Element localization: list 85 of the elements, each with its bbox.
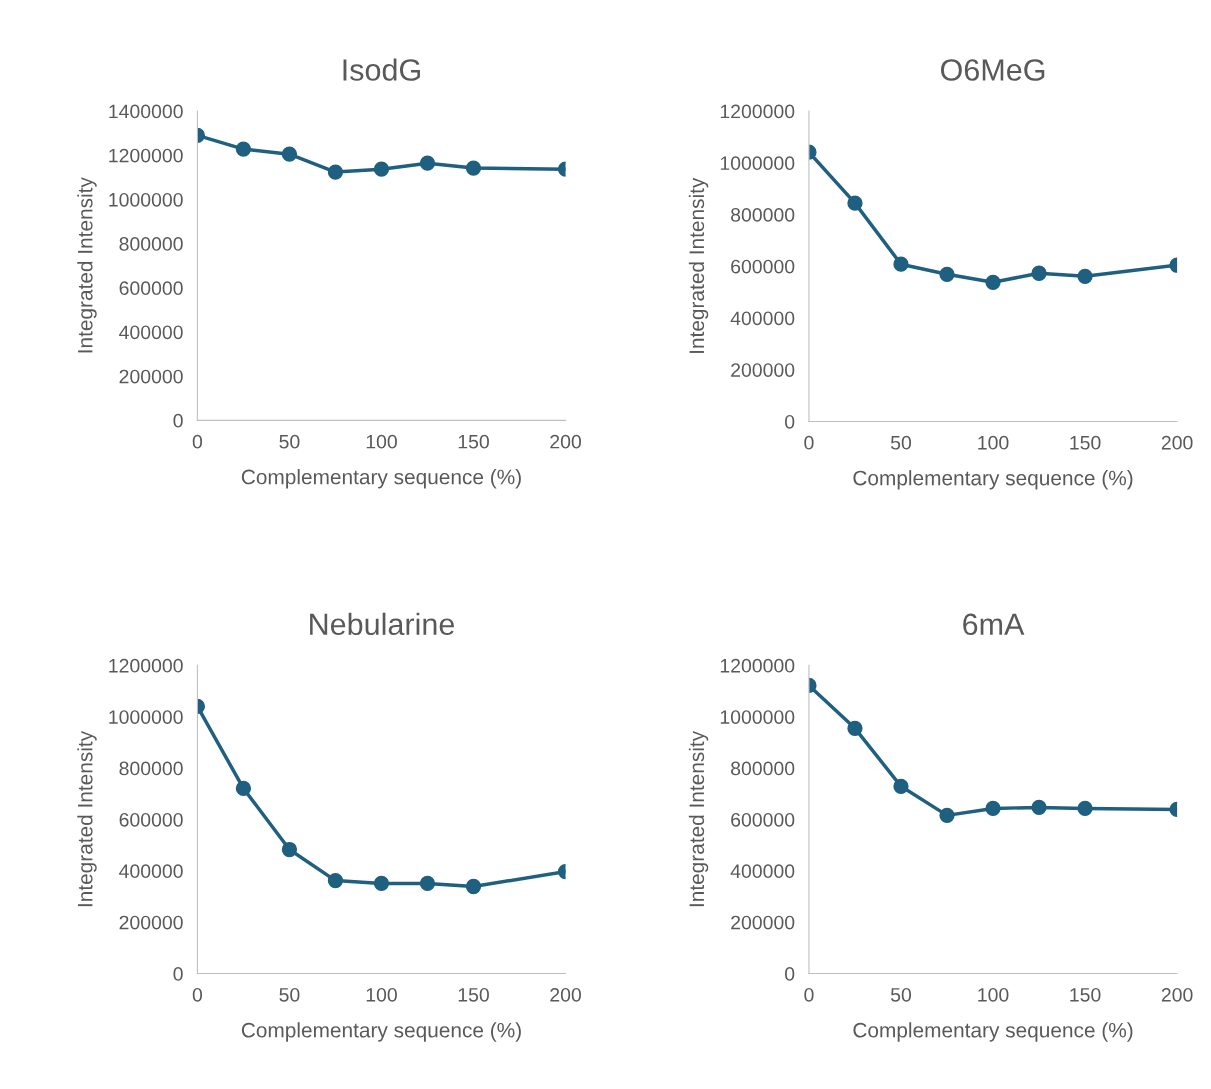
point bbox=[893, 256, 909, 272]
y-tick-label: 400000 bbox=[730, 864, 795, 879]
point bbox=[1031, 799, 1047, 816]
chart-title: Nebularine bbox=[310, 612, 454, 636]
chart-title: O6MeG bbox=[940, 59, 1045, 81]
y-tick-label: 200000 bbox=[119, 369, 183, 384]
y-tick-label: 800000 bbox=[119, 237, 183, 251]
y-tick-label: 0 bbox=[785, 967, 795, 981]
point bbox=[893, 778, 909, 794]
point bbox=[985, 274, 1001, 290]
x-axis-title: Complementary sequence (%) bbox=[853, 1022, 1133, 1042]
point bbox=[939, 266, 955, 282]
y-tick-label: 800000 bbox=[731, 208, 795, 222]
x-axis-title: Complementary sequence (%) bbox=[241, 1022, 521, 1042]
point bbox=[465, 160, 482, 176]
x-tick-label: 150 bbox=[1070, 987, 1101, 1002]
y-tick-label: 600000 bbox=[731, 812, 795, 827]
y-axis-title: Integrated Intensity bbox=[688, 730, 709, 907]
point bbox=[847, 195, 863, 211]
point bbox=[985, 800, 1001, 817]
x-tick-label: 200 bbox=[550, 987, 581, 1002]
y-tick-label: 400000 bbox=[119, 864, 183, 879]
point bbox=[327, 164, 344, 180]
x-tick-label: 0 bbox=[192, 434, 203, 449]
x-tick-label: 50 bbox=[279, 434, 300, 449]
x-tick-label: 100 bbox=[978, 987, 1009, 1002]
x-tick-label: 200 bbox=[550, 434, 581, 449]
y-tick-label: 400000 bbox=[730, 311, 795, 326]
y-tick-label: 1200000 bbox=[109, 148, 183, 163]
x-axis-title: Complementary sequence (%) bbox=[241, 469, 521, 489]
point bbox=[373, 161, 390, 177]
y-tick-label: 200000 bbox=[731, 363, 795, 377]
point bbox=[327, 872, 344, 889]
chart-title: 6mA bbox=[963, 613, 1025, 636]
y-tick-label: 1000000 bbox=[720, 710, 795, 724]
point bbox=[281, 146, 298, 162]
point bbox=[419, 875, 436, 892]
y-tick-label: 1200000 bbox=[720, 658, 795, 673]
x-tick-label: 0 bbox=[804, 435, 814, 450]
point bbox=[419, 155, 436, 171]
y-tick-label: 800000 bbox=[119, 761, 183, 776]
y-tick-label: 600000 bbox=[731, 259, 795, 274]
x-tick-label: 100 bbox=[978, 435, 1009, 450]
y-tick-label: 1000000 bbox=[109, 710, 183, 724]
x-tick-label: 150 bbox=[1070, 435, 1101, 450]
point bbox=[1031, 265, 1047, 281]
y-tick-label: 0 bbox=[173, 967, 183, 981]
point bbox=[1077, 268, 1093, 284]
y-tick-label: 200000 bbox=[119, 915, 183, 930]
point bbox=[373, 875, 390, 892]
y-tick-label: 0 bbox=[173, 413, 183, 428]
x-tick-label: 150 bbox=[458, 434, 489, 449]
x-tick-label: 200 bbox=[1161, 435, 1193, 450]
point bbox=[1077, 800, 1093, 817]
y-tick-label: 600000 bbox=[119, 281, 183, 296]
y-tick-label: 1200000 bbox=[109, 658, 183, 673]
x-tick-label: 100 bbox=[366, 987, 397, 1002]
x-tick-label: 0 bbox=[192, 987, 203, 1002]
y-tick-label: 600000 bbox=[119, 812, 183, 827]
x-tick-label: 0 bbox=[804, 987, 814, 1002]
x-tick-label: 50 bbox=[890, 435, 912, 450]
x-tick-label: 50 bbox=[890, 987, 912, 1002]
y-axis-title: Integrated Intensity bbox=[77, 177, 97, 353]
chart-title: IsodG bbox=[343, 58, 420, 81]
x-tick-label: 50 bbox=[279, 987, 300, 1002]
y-tick-label: 800000 bbox=[731, 761, 795, 776]
point bbox=[235, 780, 252, 797]
x-tick-label: 200 bbox=[1161, 987, 1193, 1002]
point bbox=[847, 720, 863, 736]
point bbox=[939, 807, 955, 824]
y-axis-title: Integrated Intensity bbox=[688, 177, 709, 353]
y-tick-label: 200000 bbox=[731, 915, 795, 930]
y-tick-label: 400000 bbox=[119, 325, 183, 340]
point bbox=[235, 141, 252, 157]
x-axis-title: Complementary sequence (%) bbox=[853, 470, 1133, 490]
y-tick-label: 1000000 bbox=[109, 192, 183, 207]
y-axis-title: Integrated Intensity bbox=[77, 730, 97, 907]
x-tick-label: 150 bbox=[458, 987, 489, 1002]
point bbox=[465, 878, 482, 895]
y-tick-label: 0 bbox=[785, 414, 795, 429]
y-tick-label: 1000000 bbox=[720, 156, 795, 171]
y-tick-label: 1200000 bbox=[720, 104, 795, 119]
y-tick-label: 1400000 bbox=[109, 104, 183, 119]
x-tick-label: 100 bbox=[366, 434, 397, 449]
point bbox=[281, 841, 298, 858]
